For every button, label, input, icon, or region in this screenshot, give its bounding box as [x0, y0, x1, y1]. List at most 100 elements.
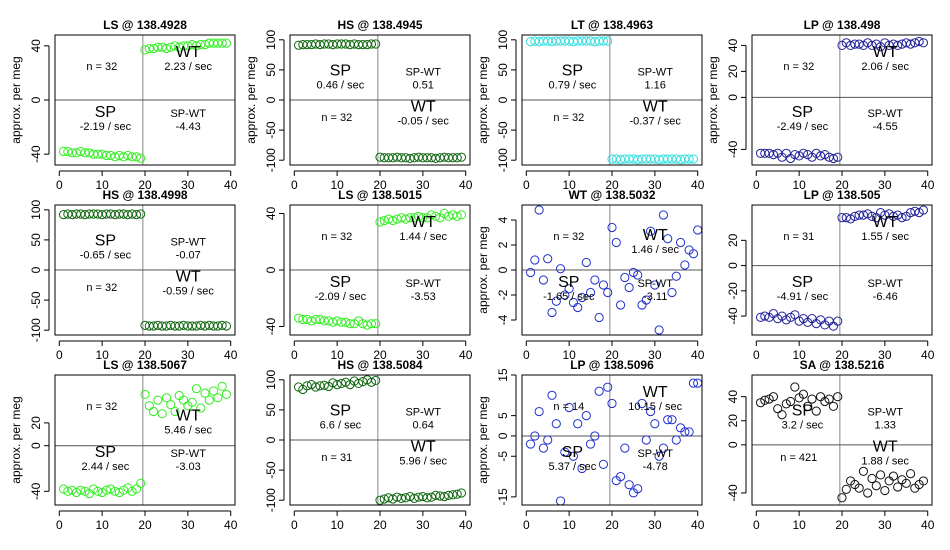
- data-point: [221, 38, 232, 48]
- plot-frame: [751, 204, 933, 336]
- data-point: [833, 152, 843, 162]
- data-point: [97, 149, 107, 159]
- y-tick-label: 40: [726, 390, 740, 404]
- data-point: [645, 226, 656, 236]
- n-count-label: n = 31: [783, 231, 814, 243]
- sp-rate-label: -0.65 / sec: [80, 249, 132, 261]
- n-count-label: n = 31: [321, 452, 352, 464]
- data-point: [663, 415, 673, 425]
- data-point: [671, 271, 681, 281]
- data-point: [456, 152, 467, 162]
- data-point: [905, 39, 916, 49]
- sp-rate-label: -2.49 / sec: [777, 121, 829, 133]
- data-point: [543, 435, 553, 445]
- data-point: [768, 150, 779, 160]
- data-point: [538, 443, 549, 453]
- x-tick-label: 20: [835, 518, 849, 532]
- data-point: [568, 451, 579, 461]
- sp-wt-label: SP-WT: [637, 66, 673, 78]
- x-tick-label: 0: [291, 178, 298, 192]
- sp-rate-label: -2.19 / sec: [80, 121, 132, 133]
- data-point: [80, 148, 90, 158]
- data-point: [633, 270, 643, 280]
- data-point: [530, 431, 540, 441]
- y-axis-label: approx. per meg: [9, 396, 23, 483]
- y-tick-label: -50: [264, 461, 278, 479]
- y-tick-label: -40: [264, 318, 278, 336]
- wt-label: WT: [411, 99, 436, 116]
- data-point: [405, 153, 415, 163]
- data-point: [409, 493, 419, 503]
- x-tick-label: 20: [373, 348, 387, 362]
- data-point: [867, 473, 877, 484]
- data-point: [615, 300, 626, 310]
- y-tick-label: -50: [264, 121, 278, 139]
- data-point: [144, 43, 154, 54]
- data-point: [208, 386, 219, 396]
- sp-wt-label: SP-WT: [637, 448, 673, 460]
- data-point: [80, 486, 90, 496]
- data-point: [785, 396, 796, 407]
- sp-wt-value: -4.43: [176, 121, 201, 133]
- sp-label: SP: [95, 444, 116, 461]
- data-point: [837, 493, 847, 503]
- data-point: [607, 398, 617, 409]
- data-point: [217, 320, 227, 330]
- sp-rate-label: -2.09 / sec: [315, 291, 367, 303]
- data-point: [221, 321, 232, 331]
- wt-label: WT: [873, 214, 898, 231]
- data-point: [607, 222, 617, 233]
- x-tick-label: 40: [691, 178, 705, 192]
- panel-title: LS @ 138.4928: [103, 18, 187, 32]
- data-point: [213, 393, 223, 403]
- y-tick-label: 100: [264, 29, 278, 49]
- sp-label: SP: [562, 444, 583, 461]
- data-point: [624, 282, 634, 293]
- data-point: [815, 392, 826, 402]
- data-point: [611, 237, 621, 248]
- wt-rate-label: -0.59 / sec: [163, 286, 215, 298]
- data-point: [525, 439, 536, 449]
- data-point: [426, 492, 437, 502]
- data-point: [148, 43, 159, 54]
- data-point: [67, 148, 77, 158]
- data-point: [306, 380, 317, 390]
- y-tick-label: 50: [264, 63, 278, 77]
- data-point: [833, 392, 843, 402]
- data-point: [871, 481, 881, 491]
- y-tick-label: 50: [29, 233, 43, 247]
- data-point: [901, 478, 911, 488]
- sp-wt-label: SP-WT: [867, 108, 903, 120]
- plot-panel: LP @ 138.498 approx. per meg 0 10 20 30 40 40 20…: [706, 18, 935, 192]
- data-point: [641, 295, 651, 305]
- data-point: [854, 210, 864, 220]
- wt-label: WT: [643, 99, 668, 116]
- data-point: [161, 43, 172, 54]
- plot-frame: [521, 374, 703, 506]
- data-point: [910, 206, 920, 216]
- x-tick-label: 10: [562, 178, 576, 192]
- wt-label: WT: [873, 439, 898, 456]
- wt-label: WT: [643, 384, 668, 401]
- data-point: [918, 205, 929, 215]
- y-axis-label: approx. per meg: [9, 56, 23, 143]
- sp-wt-value: -4.55: [873, 121, 898, 133]
- n-count-label: n = 32: [783, 61, 814, 73]
- plot-panel: HS @ 138.4945 approx. per meg 0 10 20 30 40 100…: [244, 18, 473, 192]
- data-point: [58, 146, 69, 157]
- data-point: [118, 485, 129, 495]
- data-point: [332, 380, 342, 390]
- data-point: [671, 435, 681, 445]
- y-tick-label: -100: [29, 318, 43, 342]
- x-tick-label: 10: [792, 348, 806, 362]
- x-tick-label: 30: [416, 518, 430, 532]
- data-point: [688, 378, 699, 388]
- data-point: [577, 292, 587, 303]
- data-point: [845, 40, 856, 51]
- sp-label: SP: [330, 274, 351, 291]
- data-point: [456, 210, 467, 220]
- sp-label: SP: [792, 104, 813, 121]
- sp-rate-label: 0.46 / sec: [317, 79, 365, 91]
- data-point: [781, 399, 791, 409]
- data-point: [820, 396, 830, 407]
